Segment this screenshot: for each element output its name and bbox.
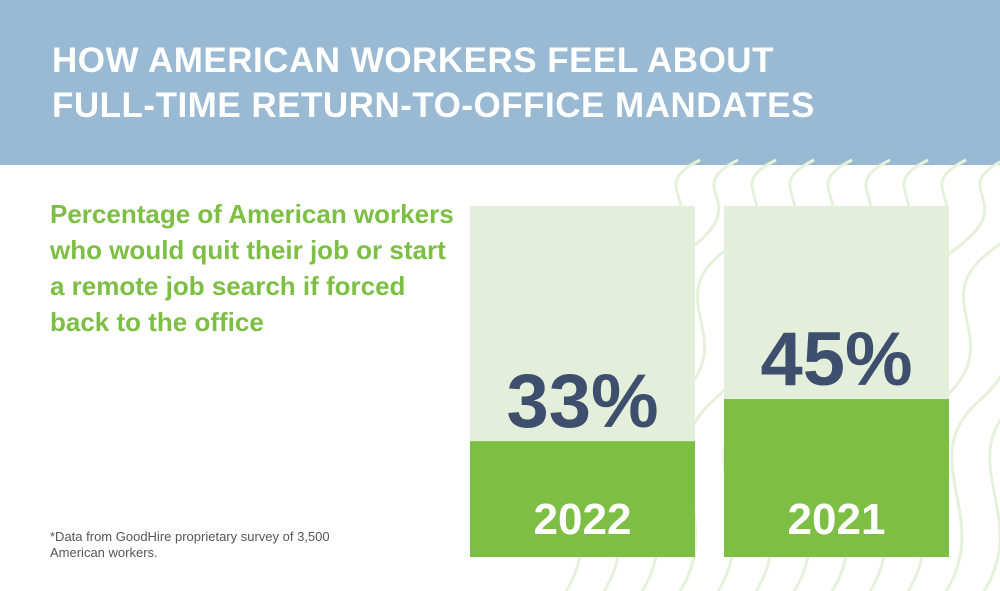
footnote: *Data from GoodHire proprietary survey o…	[50, 529, 420, 561]
header-banner: HOW AMERICAN WORKERS FEEL ABOUT FULL-TIM…	[0, 0, 1000, 165]
title-line-2: FULL-TIME RETURN-TO-OFFICE MANDATES	[52, 86, 815, 125]
category-label-2021: 2021	[788, 495, 886, 544]
bar-2021	[724, 399, 949, 557]
category-label-2022: 2022	[534, 495, 632, 544]
chart-subtitle: Percentage of American workers who would…	[50, 199, 454, 337]
footnote-line-2: American workers.	[50, 545, 158, 560]
value-label-2021: 45%	[760, 317, 912, 402]
page-title: HOW AMERICAN WORKERS FEEL ABOUT FULL-TIM…	[52, 38, 952, 128]
footnote-line-1: *Data from GoodHire proprietary survey o…	[50, 529, 330, 544]
bar-2022	[470, 441, 695, 557]
value-label-2022: 33%	[506, 359, 658, 444]
title-line-1: HOW AMERICAN WORKERS FEEL ABOUT	[52, 41, 774, 80]
